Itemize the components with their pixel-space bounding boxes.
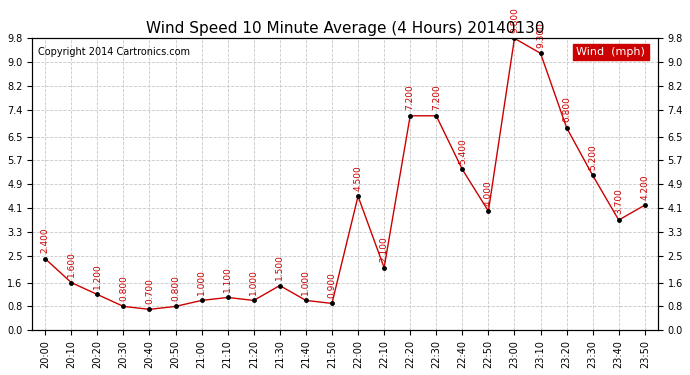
Text: 0.800: 0.800 xyxy=(171,275,180,301)
Text: 1.000: 1.000 xyxy=(302,269,310,295)
Text: 9.800: 9.800 xyxy=(510,7,519,33)
Text: 9.300: 9.300 xyxy=(536,22,545,48)
Text: 0.800: 0.800 xyxy=(119,275,128,301)
Text: 1.000: 1.000 xyxy=(249,269,258,295)
Text: 6.800: 6.800 xyxy=(562,96,571,122)
Text: 1.200: 1.200 xyxy=(93,263,102,289)
Text: 1.500: 1.500 xyxy=(275,254,284,280)
Text: 1.100: 1.100 xyxy=(223,266,233,292)
Text: 2.100: 2.100 xyxy=(380,236,388,262)
Text: 4.500: 4.500 xyxy=(353,165,362,190)
Text: 2.400: 2.400 xyxy=(41,228,50,253)
Text: 0.700: 0.700 xyxy=(145,278,154,304)
Text: 5.400: 5.400 xyxy=(457,138,467,164)
Title: Wind Speed 10 Minute Average (4 Hours) 20140130: Wind Speed 10 Minute Average (4 Hours) 2… xyxy=(146,21,544,36)
Text: 3.700: 3.700 xyxy=(614,189,623,214)
Text: 4.200: 4.200 xyxy=(640,174,649,200)
Text: 1.600: 1.600 xyxy=(67,251,76,277)
Text: 5.200: 5.200 xyxy=(588,144,597,170)
Text: 1.000: 1.000 xyxy=(197,269,206,295)
Text: Copyright 2014 Cartronics.com: Copyright 2014 Cartronics.com xyxy=(39,47,190,57)
Text: Wind  (mph): Wind (mph) xyxy=(576,47,645,57)
Text: 0.900: 0.900 xyxy=(328,272,337,298)
Text: 4.000: 4.000 xyxy=(484,180,493,206)
Text: 7.200: 7.200 xyxy=(406,84,415,110)
Text: 7.200: 7.200 xyxy=(432,84,441,110)
